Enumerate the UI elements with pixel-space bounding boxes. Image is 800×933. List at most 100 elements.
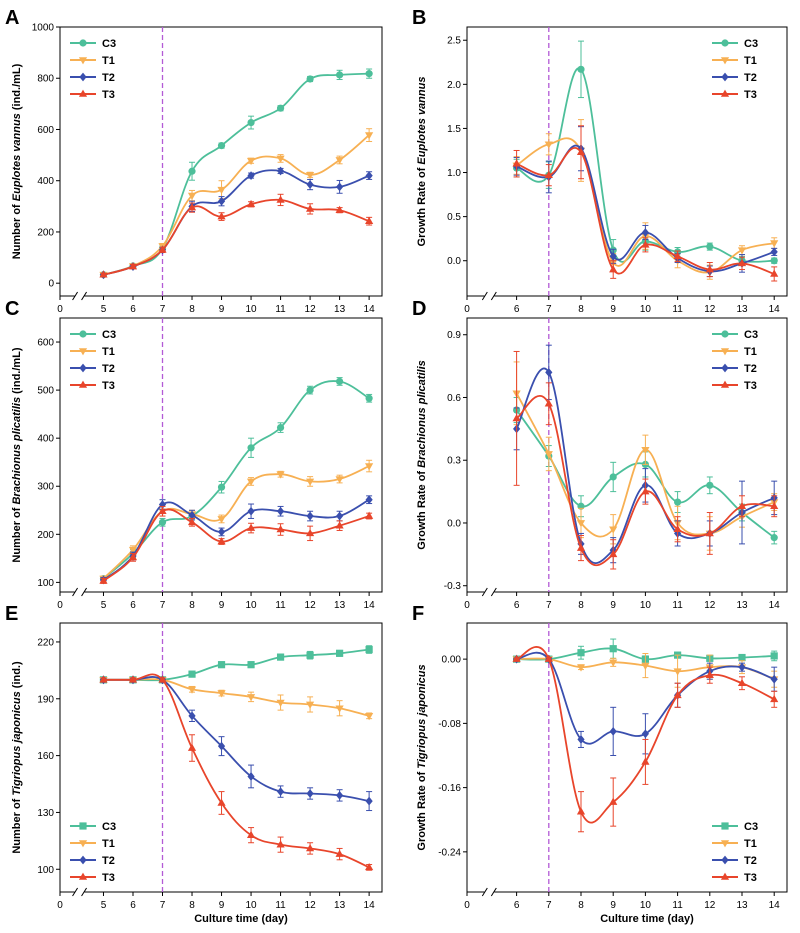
data-point	[306, 789, 314, 798]
x-tick-label: 13	[334, 304, 346, 315]
data-point	[99, 675, 108, 683]
data-point	[609, 526, 618, 534]
y-tick-label: 200	[37, 227, 54, 238]
data-point	[247, 661, 255, 669]
data-point	[641, 446, 650, 455]
y-tick-label: 100	[37, 578, 54, 589]
legend-label: C3	[102, 821, 116, 833]
data-point	[609, 473, 617, 481]
panel-d: -0.3 0.0 0.3 0.6 0.9 0 6 7 8 9 10 11 12 13 14 Growth Ra…	[412, 298, 788, 611]
legend-marker	[720, 348, 730, 356]
axis-break-mark	[81, 291, 87, 301]
data-point	[576, 543, 586, 551]
data-point	[217, 483, 226, 491]
data-point	[673, 668, 682, 676]
y-tick-label: 1.0	[447, 168, 461, 179]
data-point	[305, 844, 315, 852]
series-line	[516, 144, 775, 273]
legend-marker	[79, 855, 87, 865]
data-point	[276, 424, 285, 432]
axis-break-gap	[74, 888, 85, 896]
series-line	[102, 380, 370, 580]
data-point	[276, 653, 285, 661]
species-name: Brachionus plicatilis	[11, 397, 23, 505]
data-point	[188, 670, 196, 678]
data-point	[305, 172, 315, 180]
legend-label: C3	[102, 329, 116, 341]
y-tick-label: 0.0	[447, 256, 461, 267]
data-point	[641, 487, 650, 495]
data-point	[187, 203, 197, 211]
legend-marker	[721, 363, 729, 373]
data-point	[188, 510, 196, 520]
y-tick-label: -0.16	[438, 783, 461, 794]
x-tick-label: 11	[672, 600, 683, 611]
x-tick-label: 13	[736, 304, 748, 315]
data-point	[128, 675, 138, 683]
data-point	[158, 675, 167, 683]
x-axis-title: Culture time (day)	[600, 913, 694, 925]
panel-letter: C	[5, 298, 19, 320]
data-point	[305, 204, 315, 212]
x-tick-label: 7	[546, 600, 552, 611]
data-point	[276, 104, 285, 112]
x-tick-label: 11	[672, 900, 683, 911]
data-point	[306, 75, 314, 83]
data-point	[641, 228, 649, 237]
x-tick-label: 6	[130, 600, 136, 611]
y-tick-label: 2.5	[447, 36, 461, 47]
data-point	[276, 506, 285, 516]
data-point	[365, 796, 373, 806]
legend-marker	[78, 380, 88, 388]
y-axis-title: Number of Tigriopus japonicus (ind.)	[11, 661, 23, 854]
x-tick-label: 8	[189, 900, 195, 911]
axis-break-mark	[81, 887, 87, 897]
series-line	[516, 395, 775, 567]
data-point	[577, 649, 585, 657]
legend-label: C3	[102, 38, 116, 50]
data-point	[544, 451, 553, 459]
data-point	[641, 757, 650, 765]
series-line	[103, 72, 370, 276]
data-point	[770, 257, 778, 265]
data-point	[187, 192, 197, 200]
series-t1	[99, 677, 374, 721]
data-point	[705, 670, 714, 678]
series-t2	[99, 495, 373, 585]
plot-frame	[59, 26, 383, 297]
legend-label: T1	[102, 55, 115, 67]
series-line	[516, 137, 775, 274]
data-point	[609, 251, 617, 261]
series-t1	[99, 128, 374, 280]
data-point	[705, 529, 714, 537]
data-point	[217, 798, 226, 806]
data-point	[246, 523, 256, 531]
data-point	[306, 651, 314, 659]
y-tick-label: 600	[37, 125, 54, 136]
series-t2	[513, 126, 778, 278]
data-point	[246, 478, 256, 486]
series-line	[103, 169, 370, 276]
x-axis-title: Culture time (day)	[194, 913, 288, 925]
series-line	[516, 646, 775, 824]
data-point	[576, 147, 586, 156]
x-tick-label: 8	[578, 304, 584, 315]
legend-marker	[721, 72, 729, 82]
legend-label: T2	[102, 363, 115, 375]
data-point	[673, 251, 682, 260]
series-line	[103, 198, 370, 276]
x-tick-label: 5	[101, 304, 107, 315]
data-point	[544, 654, 553, 662]
x-tick-label: 9	[219, 900, 225, 911]
y-axis-title-part: Number of	[11, 505, 23, 563]
y-tick-label: 0.00	[442, 655, 462, 666]
legend: C3 T1 T2 T3	[712, 821, 758, 884]
data-point	[247, 444, 255, 452]
x-tick-label: 14	[364, 304, 376, 315]
data-point	[365, 216, 374, 224]
legend-marker	[721, 822, 729, 830]
data-point	[544, 399, 553, 407]
series-t3	[512, 350, 779, 570]
data-point	[217, 196, 226, 206]
x-tick-label: 6	[514, 900, 520, 911]
